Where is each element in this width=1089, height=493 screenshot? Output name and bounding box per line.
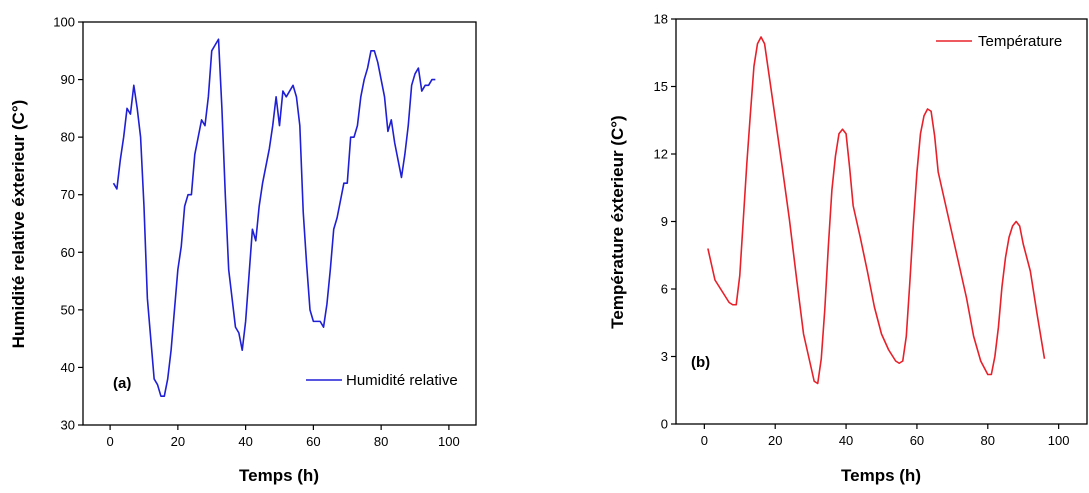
x-tick-label-a: 60 [306, 434, 320, 449]
y-tick-label-a: 70 [61, 187, 75, 202]
y-tick-label-b: 15 [654, 79, 668, 94]
y-tick-label-b: 12 [654, 147, 668, 162]
x-tick-label-b: 60 [910, 433, 924, 448]
y-tick-label-a: 100 [53, 15, 75, 30]
x-tick-label-a: 20 [171, 434, 185, 449]
x-tick-label-a: 40 [238, 434, 252, 449]
y-tick-label-a: 40 [61, 360, 75, 375]
y-axis-title-a: Humidité relative éxterieur (C°) [9, 100, 28, 349]
plot-frame-a [82, 21, 477, 426]
x-tick-label-a: 0 [106, 434, 113, 449]
x-tick-label-b: 80 [981, 433, 995, 448]
y-tick-label-a: 50 [61, 302, 75, 317]
y-tick-label-b: 3 [661, 349, 668, 364]
x-axis-title-b: Temps (h) [841, 466, 921, 485]
ticks-a [78, 21, 450, 430]
legend-label-humidity: Humidité relative [346, 372, 458, 389]
plot-frame-b [675, 18, 1088, 425]
panel-a-humidity-chart: 0 20 40 60 80 100 30 40 50 60 70 80 90 100 (a) Humidi… [9, 15, 477, 485]
x-tick-label-b: 100 [1048, 433, 1070, 448]
x-tick-label-a: 80 [374, 434, 388, 449]
x-tick-label-b: 40 [839, 433, 853, 448]
y-axis-title-b: Température éxterieur (C°) [608, 115, 627, 328]
y-tick-label-b: 0 [661, 417, 668, 432]
y-tick-label-b: 18 [654, 12, 668, 27]
temperature-series-line [707, 36, 1046, 385]
tick-labels-a: 0 20 40 60 80 100 30 40 50 60 70 80 90 100 [53, 15, 459, 450]
y-tick-label-b: 9 [661, 214, 668, 229]
x-axis-title-a: Temps (h) [239, 466, 319, 485]
legend-label-temperature: Température [978, 33, 1062, 50]
x-tick-label-b: 20 [768, 433, 782, 448]
y-tick-label-a: 80 [61, 130, 75, 145]
y-tick-label-a: 30 [61, 418, 75, 433]
tick-labels-b: 0 20 40 60 80 100 0 3 6 9 12 15 18 [654, 12, 1070, 449]
x-tick-label-b: 0 [701, 433, 708, 448]
panel-label-a: (a) [113, 375, 131, 392]
panel-label-b: (b) [691, 354, 710, 371]
humidity-series-line [112, 38, 436, 398]
panel-b-temperature-chart: 0 20 40 60 80 100 0 3 6 9 12 15 18 (b) Température T… [608, 12, 1088, 485]
ticks-b [671, 18, 1060, 429]
x-tick-label-a: 100 [438, 434, 460, 449]
y-tick-label-b: 6 [661, 282, 668, 297]
y-tick-label-a: 90 [61, 72, 75, 87]
y-tick-label-a: 60 [61, 245, 75, 260]
